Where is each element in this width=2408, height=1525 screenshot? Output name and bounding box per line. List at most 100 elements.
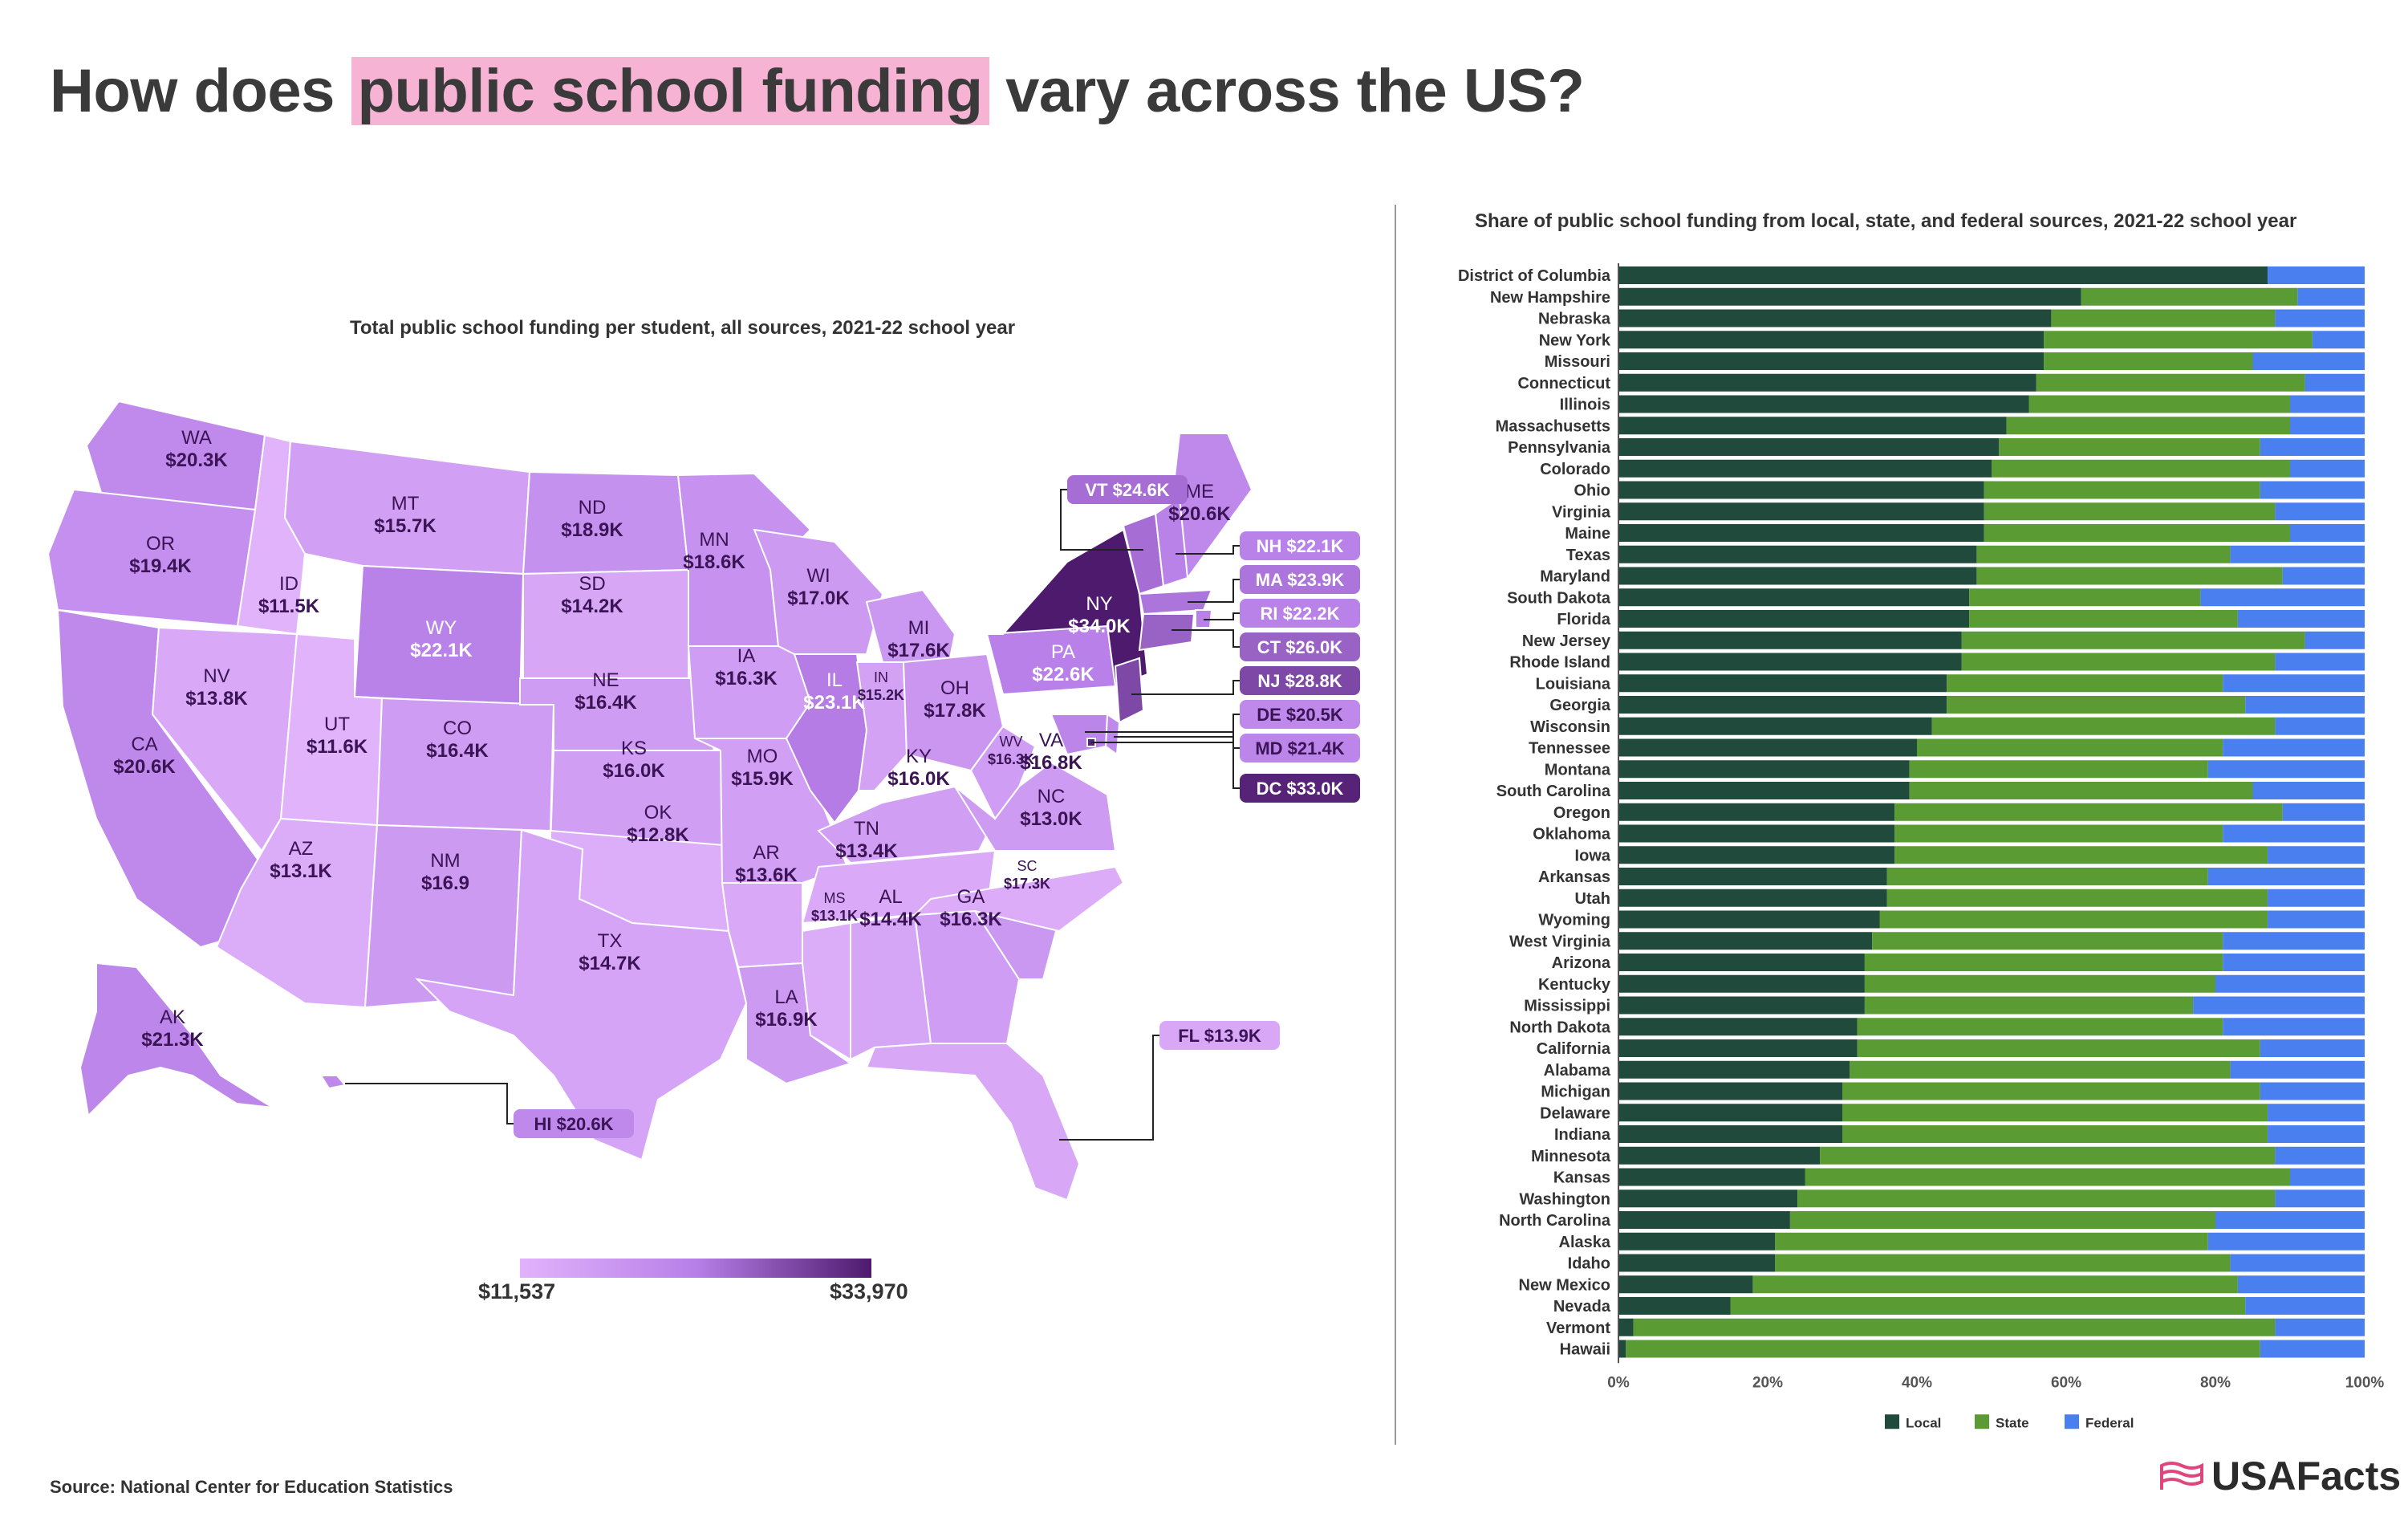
bar-segment-local bbox=[1618, 331, 2045, 349]
bar-segment-local bbox=[1618, 1211, 1790, 1229]
bar-segment-state bbox=[1850, 1060, 2231, 1079]
state-abbr-pa: PA bbox=[1051, 641, 1075, 663]
title-highlight: public school funding bbox=[351, 57, 989, 125]
bar-segment-federal bbox=[2237, 1275, 2365, 1294]
bar-segment-state bbox=[1917, 738, 2223, 757]
bar-segment-local bbox=[1618, 1340, 1626, 1358]
state-abbr-sd: SD bbox=[579, 573, 605, 595]
state-value-wv: $16.3K bbox=[988, 751, 1034, 767]
bar-segment-local bbox=[1618, 910, 1880, 929]
bar-segment-state bbox=[1872, 932, 2223, 950]
bar-segment-state bbox=[1969, 588, 2201, 607]
callout-box-hi bbox=[514, 1109, 634, 1138]
bar-segment-local bbox=[1618, 1082, 1842, 1100]
bar-category-label: Nevada bbox=[1553, 1298, 1611, 1316]
callout-label-vt: VT $24.6K bbox=[1085, 480, 1169, 500]
state-abbr-ok: OK bbox=[644, 802, 672, 824]
state-value-az: $13.1K bbox=[270, 860, 332, 882]
state-value-mi: $17.6K bbox=[887, 640, 950, 661]
logo-text: USAFacts bbox=[2211, 1454, 2402, 1499]
state-value-mt: $15.7K bbox=[374, 515, 437, 537]
state-abbr-ms: MS bbox=[824, 890, 846, 906]
callout-box-de bbox=[1240, 700, 1360, 729]
legend-swatch-state bbox=[1975, 1414, 1989, 1429]
state-value-ks: $16.0K bbox=[603, 760, 665, 782]
bar-segment-local bbox=[1618, 760, 1910, 779]
leader-dc bbox=[1091, 742, 1240, 789]
bar-segment-local bbox=[1618, 868, 1887, 885]
state-abbr-mn: MN bbox=[699, 529, 729, 551]
bar-category-label: Utah bbox=[1575, 890, 1610, 908]
bar-x-tick-label: 0% bbox=[1607, 1374, 1630, 1391]
state-value-sd: $14.2K bbox=[561, 596, 623, 617]
bar-segment-local bbox=[1618, 502, 1984, 521]
bar-segment-state bbox=[1886, 889, 2268, 907]
state-nc bbox=[912, 865, 1125, 933]
bar-category-label: Maine bbox=[1565, 525, 1610, 543]
bar-category-label: Delaware bbox=[1540, 1104, 1610, 1122]
leader-hi bbox=[345, 1083, 514, 1124]
bar-segment-federal bbox=[2268, 266, 2365, 284]
panel-divider bbox=[1395, 205, 1396, 1445]
bar-segment-local bbox=[1618, 674, 1947, 693]
state-abbr-al: AL bbox=[879, 886, 902, 908]
bar-segment-state bbox=[2051, 309, 2276, 327]
state-abbr-ut: UT bbox=[324, 714, 350, 735]
bar-segment-local bbox=[1618, 974, 1865, 993]
bar-category-label: Massachusetts bbox=[1496, 417, 1610, 435]
leader-md bbox=[1085, 731, 1240, 749]
bar-segment-local bbox=[1618, 373, 2036, 392]
state-value-ky: $16.0K bbox=[887, 768, 950, 790]
bar-segment-federal bbox=[2282, 803, 2365, 821]
bar-category-label: Vermont bbox=[1546, 1320, 1610, 1337]
bar-segment-federal bbox=[2223, 824, 2365, 843]
bar-segment-federal bbox=[2215, 974, 2365, 993]
state-value-ia: $16.3K bbox=[715, 668, 778, 689]
state-ct bbox=[1138, 613, 1196, 652]
state-value-va: $16.8K bbox=[1020, 752, 1082, 774]
callout-label-nh: NH $22.1K bbox=[1257, 536, 1344, 556]
bar-segment-federal bbox=[2290, 1168, 2365, 1186]
bar-category-label: Idaho bbox=[1568, 1255, 1610, 1273]
state-abbr-tn: TN bbox=[854, 818, 879, 840]
legend-label-state: State bbox=[1996, 1415, 2029, 1430]
state-value-ut: $11.6K bbox=[307, 736, 368, 758]
bar-segment-federal bbox=[2275, 1318, 2365, 1336]
bar-segment-state bbox=[1976, 545, 2231, 563]
leader-nj bbox=[1131, 680, 1240, 695]
bar-segment-federal bbox=[2207, 1232, 2365, 1250]
state-value-oh: $17.8K bbox=[924, 700, 986, 722]
state-abbr-wa: WA bbox=[181, 427, 212, 449]
callout-box-nj bbox=[1240, 666, 1360, 695]
bar-segment-local bbox=[1618, 1125, 1842, 1143]
bar-category-label: Michigan bbox=[1541, 1084, 1610, 1101]
bar-segment-federal bbox=[2223, 674, 2365, 693]
bar-segment-local bbox=[1618, 438, 2000, 456]
bar-segment-state bbox=[1864, 996, 2194, 1015]
bar-segment-local bbox=[1618, 653, 1962, 671]
bar-segment-state bbox=[2006, 417, 2290, 435]
bar-segment-state bbox=[1752, 1275, 2238, 1294]
bar-segment-federal bbox=[2282, 567, 2365, 585]
state-value-wy: $22.1K bbox=[410, 640, 473, 661]
leader-ri bbox=[1204, 612, 1240, 620]
state-value-or: $19.4K bbox=[129, 555, 192, 577]
bar-segment-state bbox=[1797, 1190, 2276, 1208]
bar-segment-state bbox=[1842, 1125, 2268, 1143]
state-value-nd: $18.9K bbox=[561, 519, 623, 541]
callout-label-dc: DC $33.0K bbox=[1257, 779, 1344, 799]
state-abbr-sc: SC bbox=[1017, 858, 1037, 874]
bar-category-label: Texas bbox=[1566, 547, 1610, 564]
bar-segment-local bbox=[1618, 803, 1895, 821]
state-value-nv: $13.8K bbox=[185, 688, 248, 710]
state-value-ne: $16.4K bbox=[575, 692, 637, 714]
legend-label-local: Local bbox=[1906, 1415, 1941, 1430]
bar-segment-local bbox=[1618, 782, 1910, 799]
bar-segment-federal bbox=[2230, 1060, 2365, 1079]
bar-segment-local bbox=[1618, 846, 1895, 864]
state-value-al: $14.4K bbox=[859, 909, 922, 930]
leader-ct bbox=[1172, 629, 1240, 648]
bar-segment-local bbox=[1618, 1190, 1798, 1208]
bar-segment-federal bbox=[2215, 1211, 2365, 1229]
bar-segment-federal bbox=[2237, 610, 2365, 628]
